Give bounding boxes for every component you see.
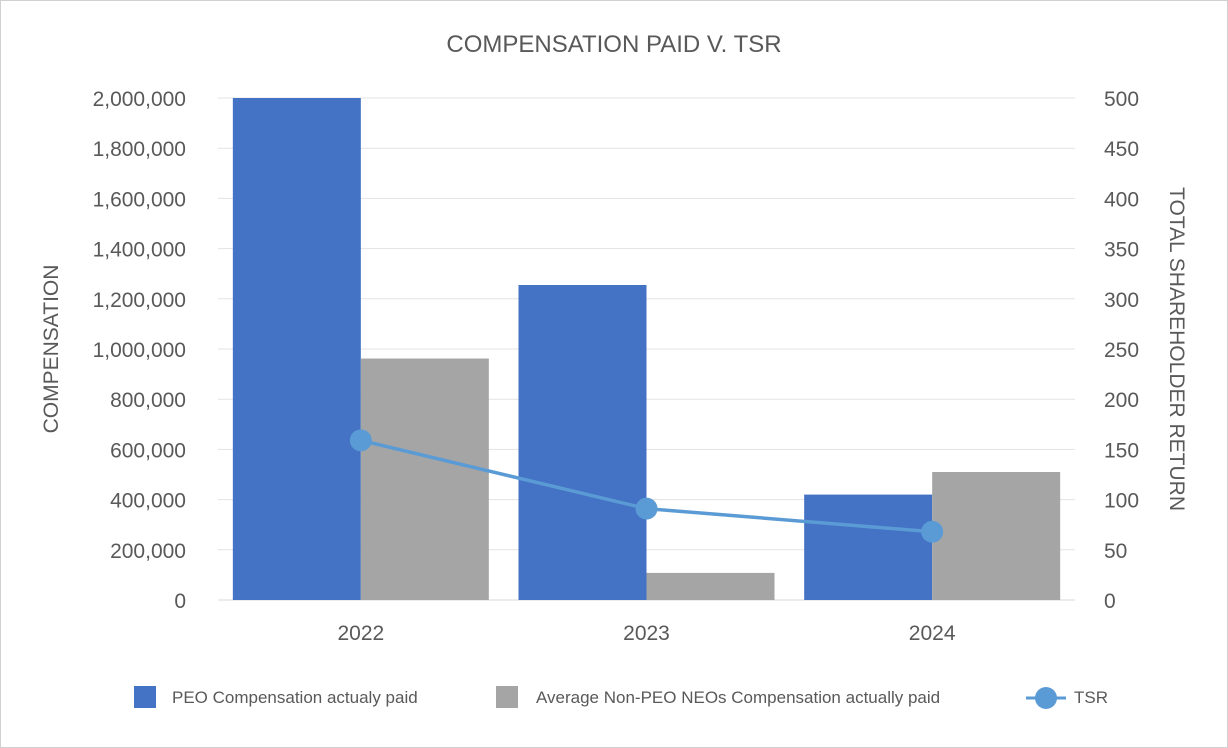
y-tick-label: 1,400,000 [93, 239, 186, 262]
chart-title: COMPENSATION PAID V. TSR [446, 31, 781, 58]
tsr-point-2024 [921, 520, 944, 543]
bars [232, 98, 1061, 600]
y2-tick-label: 300 [1104, 289, 1139, 312]
tsr-line [349, 429, 944, 543]
y-tick-label: 1,200,000 [93, 289, 186, 312]
bar-peo-compensation-actualy-paid-2023 [518, 284, 647, 600]
bar-average-non-peo-neos-compensation-actually-paid-2024 [932, 471, 1061, 600]
y-tick-label: 2,000,000 [93, 88, 186, 111]
y2-tick-label: 400 [1104, 188, 1139, 211]
y2-tick-label: 100 [1104, 490, 1139, 513]
y2-tick-label: 250 [1104, 339, 1139, 362]
x-tick-label: 2023 [623, 622, 670, 645]
y2-tick-label: 200 [1104, 389, 1139, 412]
bar-peo-compensation-actualy-paid-2024 [804, 494, 933, 600]
y-tick-label: 0 [174, 590, 186, 613]
y-tick-label: 800,000 [110, 389, 186, 412]
y-tick-label: 1,800,000 [93, 138, 186, 161]
y-axis-label: COMPENSATION [40, 265, 63, 434]
legend-swatch-peo [134, 686, 156, 708]
legend-label-tsr: TSR [1074, 688, 1108, 707]
tsr-point-2022 [349, 429, 372, 452]
x-axis-ticks: 2022 2023 2024 [337, 622, 955, 645]
y2-tick-label: 0 [1104, 590, 1116, 613]
y-tick-label: 400,000 [110, 490, 186, 513]
y2-tick-label: 150 [1104, 439, 1139, 462]
bar-average-non-peo-neos-compensation-actually-paid-2022 [360, 358, 489, 600]
y-tick-label: 200,000 [110, 540, 186, 563]
y2-axis-label: TOTAL SHAREHOLDER RETURN [1165, 187, 1188, 511]
legend: PEO Compensation actualy paid Average No… [134, 686, 1108, 709]
bar-peo-compensation-actualy-paid-2022 [232, 98, 361, 600]
bar-average-non-peo-neos-compensation-actually-paid-2023 [646, 572, 775, 600]
tsr-point-2023 [635, 497, 658, 520]
right-axis-ticks: 0 50 100 150 200 250 300 350 400 450 500 [1104, 88, 1139, 613]
legend-swatch-non-peo [496, 686, 518, 708]
y-tick-label: 1,000,000 [93, 339, 186, 362]
x-tick-label: 2022 [337, 622, 384, 645]
legend-swatch-tsr-marker [1035, 687, 1057, 709]
y-tick-label: 600,000 [110, 439, 186, 462]
legend-label-peo: PEO Compensation actualy paid [172, 688, 418, 707]
y2-tick-label: 350 [1104, 239, 1139, 262]
legend-label-non-peo: Average Non-PEO NEOs Compensation actual… [536, 688, 940, 707]
y2-tick-label: 450 [1104, 138, 1139, 161]
x-tick-label: 2024 [909, 622, 956, 645]
y-tick-label: 1,600,000 [93, 188, 186, 211]
y2-tick-label: 50 [1104, 540, 1127, 563]
y2-tick-label: 500 [1104, 88, 1139, 111]
left-axis-ticks: 0 200,000 400,000 600,000 800,000 1,000,000 1,… [93, 88, 186, 613]
